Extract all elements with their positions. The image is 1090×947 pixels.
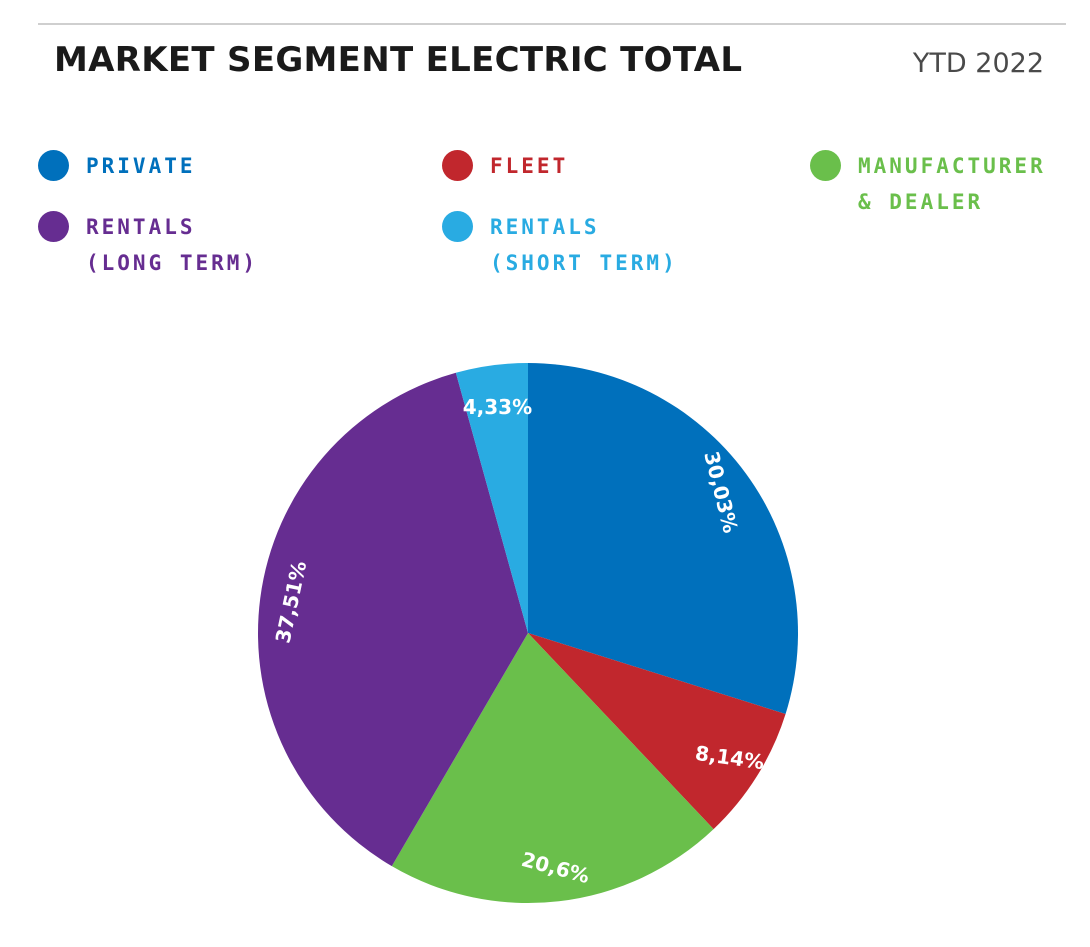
legend-label-private: PRIVATE — [86, 154, 196, 178]
legend-swatch-rentals-short-term — [442, 211, 473, 242]
legend-item-private: PRIVATE — [38, 150, 196, 184]
pie-slice-rentals-short-term — [455, 363, 528, 633]
pie-slice-manufacturer-dealer — [391, 633, 714, 904]
pie-label-rentals-short-term: 4,33% — [463, 395, 532, 419]
pie-slice-fleet — [528, 633, 786, 830]
top-divider — [38, 23, 1066, 25]
chart-title: MARKET SEGMENT ELECTRIC TOTAL — [54, 40, 743, 80]
legend-label-fleet: FLEET — [490, 154, 569, 178]
legend-swatch-private — [38, 150, 69, 181]
legend-item-rentals-short-term: RENTALS (SHORT TERM) — [442, 211, 678, 281]
pie-slice-rentals-long-term — [258, 372, 528, 867]
period-label: YTD 2022 — [912, 48, 1044, 79]
legend-label-manufacturer-dealer: MANUFACTURER & DEALER — [858, 154, 1046, 214]
legend-item-manufacturer-dealer: MANUFACTURER & DEALER — [810, 150, 1046, 220]
legend-label-rentals-short-term: RENTALS (SHORT TERM) — [490, 215, 678, 275]
legend-swatch-fleet — [442, 150, 473, 181]
legend-swatch-manufacturer-dealer — [810, 150, 841, 181]
legend-label-rentals-long-term: RENTALS (LONG TERM) — [86, 215, 259, 275]
legend-item-fleet: FLEET — [442, 150, 568, 184]
legend-item-rentals-long-term: RENTALS (LONG TERM) — [38, 211, 258, 281]
legend-swatch-rentals-long-term — [38, 211, 69, 242]
pie-slice-private — [528, 363, 798, 714]
